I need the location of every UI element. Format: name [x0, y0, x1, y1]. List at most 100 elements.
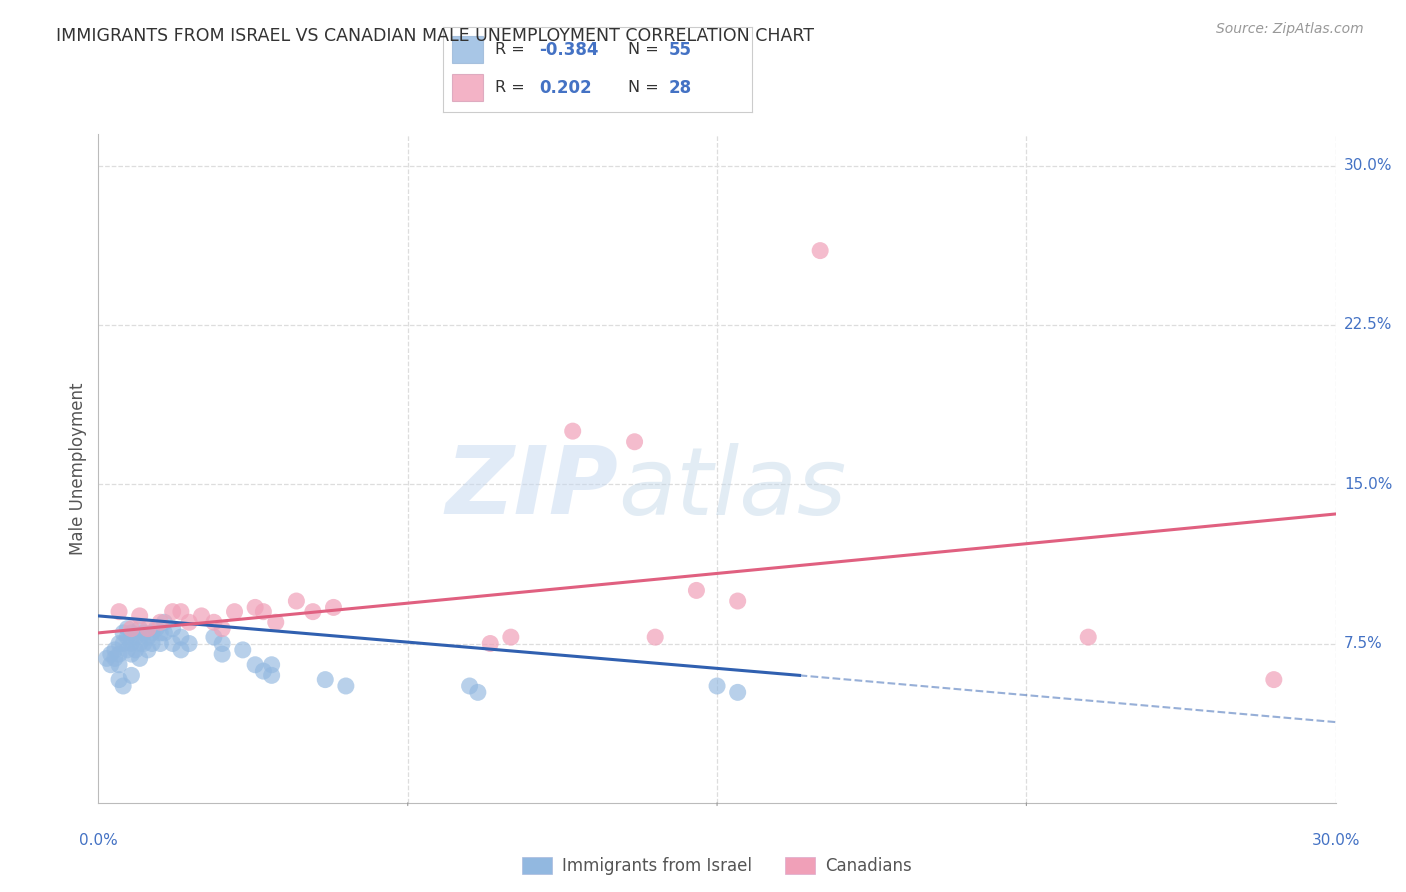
Point: [162, 605, 184, 619]
Point: [727, 685, 749, 699]
Point: [727, 594, 749, 608]
Point: [706, 679, 728, 693]
Point: [149, 615, 172, 630]
Point: [141, 626, 163, 640]
Point: [179, 636, 201, 650]
Point: [104, 643, 127, 657]
Point: [108, 657, 131, 672]
Point: [202, 630, 225, 644]
Point: [136, 630, 159, 644]
Point: [561, 424, 583, 438]
Point: [120, 622, 142, 636]
Point: [117, 622, 139, 636]
Text: 30.0%: 30.0%: [1312, 833, 1360, 848]
Point: [128, 636, 150, 650]
Point: [190, 608, 212, 623]
Point: [179, 615, 201, 630]
Point: [170, 643, 193, 657]
Point: [467, 685, 489, 699]
Text: 22.5%: 22.5%: [1344, 318, 1392, 333]
Text: ZIP: ZIP: [446, 442, 619, 534]
Point: [136, 643, 159, 657]
Point: [145, 622, 167, 636]
Point: [170, 605, 193, 619]
Text: 0.0%: 0.0%: [79, 833, 118, 848]
Point: [128, 651, 150, 665]
Point: [499, 630, 522, 644]
Point: [149, 636, 172, 650]
Point: [112, 679, 135, 693]
Point: [153, 626, 176, 640]
Point: [623, 434, 645, 449]
Point: [808, 244, 831, 258]
Point: [120, 636, 142, 650]
Text: -0.384: -0.384: [538, 41, 599, 59]
Point: [252, 664, 274, 678]
Point: [104, 651, 127, 665]
Text: R =: R =: [495, 80, 536, 95]
Point: [314, 673, 336, 687]
Point: [302, 605, 325, 619]
Point: [211, 622, 233, 636]
Point: [211, 636, 233, 650]
Point: [132, 626, 155, 640]
Point: [260, 657, 283, 672]
Text: R =: R =: [495, 42, 530, 57]
Point: [224, 605, 246, 619]
Point: [112, 636, 135, 650]
Point: [100, 647, 122, 661]
Point: [132, 636, 155, 650]
Y-axis label: Male Unemployment: Male Unemployment: [69, 382, 87, 555]
Text: 15.0%: 15.0%: [1344, 476, 1392, 491]
Point: [128, 622, 150, 636]
Point: [211, 647, 233, 661]
Point: [322, 600, 344, 615]
Point: [117, 643, 139, 657]
Point: [162, 636, 184, 650]
Point: [141, 636, 163, 650]
Point: [108, 647, 131, 661]
Text: 0.202: 0.202: [538, 78, 592, 96]
Point: [149, 626, 172, 640]
Point: [644, 630, 666, 644]
Point: [120, 626, 142, 640]
Point: [232, 643, 254, 657]
Point: [243, 600, 266, 615]
Point: [685, 583, 707, 598]
Point: [117, 630, 139, 644]
Point: [120, 647, 142, 661]
Point: [128, 608, 150, 623]
Text: Source: ZipAtlas.com: Source: ZipAtlas.com: [1216, 22, 1364, 37]
Text: 55: 55: [669, 41, 692, 59]
Point: [202, 615, 225, 630]
Point: [153, 615, 176, 630]
Text: N =: N =: [628, 42, 665, 57]
Point: [162, 622, 184, 636]
Text: 7.5%: 7.5%: [1344, 636, 1382, 651]
Legend: Immigrants from Israel, Canadians: Immigrants from Israel, Canadians: [516, 850, 918, 881]
Point: [124, 630, 146, 644]
Point: [96, 651, 118, 665]
Point: [458, 679, 481, 693]
Point: [243, 657, 266, 672]
Point: [479, 636, 502, 650]
Point: [335, 679, 357, 693]
Point: [108, 673, 131, 687]
Text: 30.0%: 30.0%: [1344, 158, 1392, 173]
Text: IMMIGRANTS FROM ISRAEL VS CANADIAN MALE UNEMPLOYMENT CORRELATION CHART: IMMIGRANTS FROM ISRAEL VS CANADIAN MALE …: [56, 27, 814, 45]
Point: [120, 668, 142, 682]
Point: [136, 622, 159, 636]
Point: [170, 630, 193, 644]
Text: 28: 28: [669, 78, 692, 96]
Point: [100, 657, 122, 672]
Text: atlas: atlas: [619, 442, 846, 534]
Point: [260, 668, 283, 682]
Point: [112, 626, 135, 640]
Point: [1077, 630, 1099, 644]
Text: N =: N =: [628, 80, 665, 95]
Point: [285, 594, 308, 608]
Point: [108, 636, 131, 650]
Point: [252, 605, 274, 619]
Point: [108, 605, 131, 619]
FancyBboxPatch shape: [453, 36, 484, 63]
